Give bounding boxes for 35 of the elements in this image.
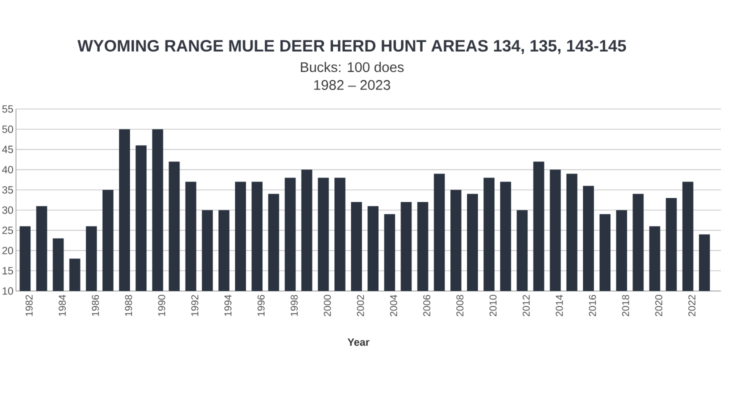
y-tick-label: 50: [2, 126, 14, 133]
x-tick-label: 2010: [490, 294, 497, 316]
x-tick-label: 1994: [224, 294, 232, 316]
y-tick-label: 15: [2, 267, 14, 274]
x-tick-label: 2022: [688, 295, 696, 316]
x-tick-label: 2002: [356, 295, 364, 316]
y-tick-label: 20: [2, 246, 14, 254]
x-tick-label: 2006: [423, 294, 430, 316]
y-tick-label: 45: [2, 146, 14, 154]
y-tick-label: 35: [2, 186, 14, 194]
x-tick-label: 2012: [522, 295, 530, 316]
x-tick-label: 2016: [588, 294, 596, 316]
x-tick-label: 1998: [290, 294, 298, 316]
y-tick-label: 40: [2, 166, 14, 174]
x-tick-label: 2018: [622, 294, 630, 316]
y-tick-label: 30: [2, 206, 14, 214]
x-tick-label: 2014: [556, 294, 563, 316]
x-tick-label: 2008: [456, 294, 464, 316]
x-axis-title: Year: [348, 338, 370, 346]
chart-title: WYOMING RANGE MULE DEER HERD HUNT AREAS 134, 135, 143-145: [78, 40, 626, 54]
x-tick-label: 1988: [125, 294, 132, 316]
y-tick-label: 55: [2, 105, 14, 113]
text: 1982 – 2023: [314, 80, 390, 90]
x-tick-label: 1990: [158, 294, 166, 316]
y-tick-label: 25: [2, 226, 14, 234]
x-tick-label: 2000: [324, 294, 331, 316]
x-tick-label: 1984: [58, 294, 66, 316]
y-tick-label: 10: [2, 287, 14, 295]
x-tick-label: 1992: [191, 295, 198, 316]
x-tick-label: 1982: [26, 295, 33, 316]
chart-subtitle: Bucks: 100 does: [300, 62, 404, 72]
x-tick-label: 2004: [390, 294, 398, 316]
x-tick-label: 1986: [92, 294, 99, 316]
x-tick-label: 2020: [655, 294, 662, 316]
x-tick-label: 1996: [258, 294, 265, 316]
